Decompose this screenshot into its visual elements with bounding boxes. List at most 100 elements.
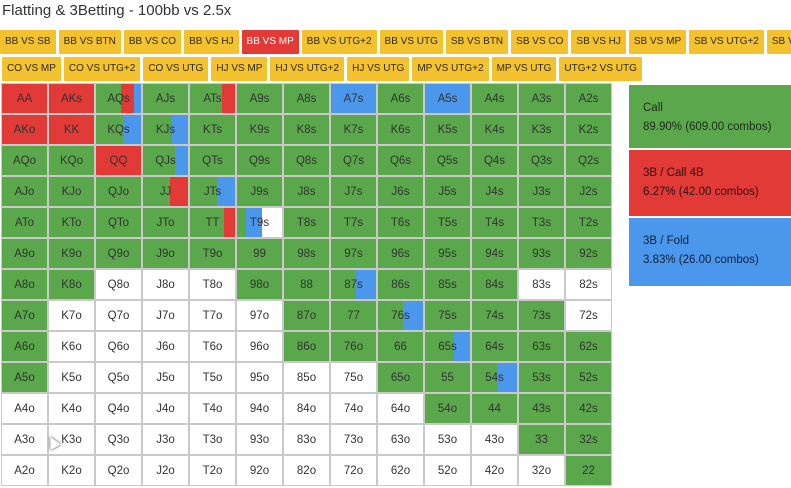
hand-cell-94s[interactable]: 94s [471, 238, 518, 269]
hand-cell-63o[interactable]: 63o [377, 424, 424, 455]
hand-cell-q5s[interactable]: Q5s [424, 145, 471, 176]
tab-co-vs-mp[interactable]: CO VS MP [2, 57, 61, 81]
hand-cell-q9s[interactable]: Q9s [236, 145, 283, 176]
hand-cell-j4s[interactable]: J4s [471, 176, 518, 207]
hand-cell-83o[interactable]: 83o [283, 424, 330, 455]
hand-cell-j4o[interactable]: J4o [142, 393, 189, 424]
hand-cell-ajs[interactable]: AJs [142, 83, 189, 114]
hand-cell-k3o[interactable]: K3o [48, 424, 95, 455]
hand-cell-q4o[interactable]: Q4o [95, 393, 142, 424]
hand-cell-tt[interactable]: TT [189, 207, 236, 238]
tab-sb-vs-utgplus2[interactable]: SB VS UTG+2 [689, 30, 764, 54]
hand-cell-a8o[interactable]: A8o [1, 269, 48, 300]
hand-cell-t8o[interactable]: T8o [189, 269, 236, 300]
tab-co-vs-utg[interactable]: CO VS UTG [143, 57, 209, 81]
hand-cell-53o[interactable]: 53o [424, 424, 471, 455]
hand-cell-q2s[interactable]: Q2s [565, 145, 612, 176]
hand-cell-kto[interactable]: KTo [48, 207, 95, 238]
hand-cell-j6o[interactable]: J6o [142, 331, 189, 362]
hand-cell-j9o[interactable]: J9o [142, 238, 189, 269]
hand-cell-77[interactable]: 77 [330, 300, 377, 331]
hand-cell-97s[interactable]: 97s [330, 238, 377, 269]
hand-cell-32s[interactable]: 32s [565, 424, 612, 455]
hand-cell-a5s[interactable]: A5s [424, 83, 471, 114]
hand-cell-87s[interactable]: 87s [330, 269, 377, 300]
hand-cell-63s[interactable]: 63s [518, 331, 565, 362]
hand-cell-62o[interactable]: 62o [377, 455, 424, 486]
hand-cell-qjs[interactable]: QJs [142, 145, 189, 176]
hand-cell-qts[interactable]: QTs [189, 145, 236, 176]
tab-hj-vs-mp[interactable]: HJ VS MP [211, 57, 268, 81]
tab-co-vs-utgplus2[interactable]: CO VS UTG+2 [63, 57, 141, 81]
hand-cell-43o[interactable]: 43o [471, 424, 518, 455]
hand-cell-k3s[interactable]: K3s [518, 114, 565, 145]
hand-cell-93s[interactable]: 93s [518, 238, 565, 269]
hand-cell-k5o[interactable]: K5o [48, 362, 95, 393]
hand-cell-t4s[interactable]: T4s [471, 207, 518, 238]
hand-cell-22[interactable]: 22 [565, 455, 612, 486]
tab-bb-vs-utg[interactable]: BB VS UTG [379, 30, 443, 54]
hand-cell-52s[interactable]: 52s [565, 362, 612, 393]
hand-cell-72o[interactable]: 72o [330, 455, 377, 486]
hand-cell-k6s[interactable]: K6s [377, 114, 424, 145]
tab-hj-vs-utg[interactable]: HJ VS UTG [347, 57, 410, 81]
tab-utgplus2-vs-utg[interactable]: UTG+2 VS UTG [559, 57, 642, 81]
hand-cell-95s[interactable]: 95s [424, 238, 471, 269]
hand-cell-a6s[interactable]: A6s [377, 83, 424, 114]
hand-cell-k7o[interactable]: K7o [48, 300, 95, 331]
hand-cell-k4o[interactable]: K4o [48, 393, 95, 424]
hand-cell-84s[interactable]: 84s [471, 269, 518, 300]
hand-cell-k8s[interactable]: K8s [283, 114, 330, 145]
hand-cell-k2s[interactable]: K2s [565, 114, 612, 145]
hand-cell-42s[interactable]: 42s [565, 393, 612, 424]
hand-cell-jts[interactable]: JTs [189, 176, 236, 207]
hand-cell-k2o[interactable]: K2o [48, 455, 95, 486]
tab-mp-vs-utg[interactable]: MP VS UTG [491, 57, 557, 81]
hand-cell-96s[interactable]: 96s [377, 238, 424, 269]
hand-cell-t5o[interactable]: T5o [189, 362, 236, 393]
hand-cell-a2o[interactable]: A2o [1, 455, 48, 486]
hand-cell-54o[interactable]: 54o [424, 393, 471, 424]
hand-cell-aqo[interactable]: AQo [1, 145, 48, 176]
hand-cell-k6o[interactable]: K6o [48, 331, 95, 362]
hand-cell-q8o[interactable]: Q8o [95, 269, 142, 300]
tab-hj-vs-utgplus2[interactable]: HJ VS UTG+2 [270, 57, 345, 81]
hand-cell-92o[interactable]: 92o [236, 455, 283, 486]
hand-cell-93o[interactable]: 93o [236, 424, 283, 455]
hand-cell-qto[interactable]: QTo [95, 207, 142, 238]
hand-cell-86s[interactable]: 86s [377, 269, 424, 300]
hand-cell-73o[interactable]: 73o [330, 424, 377, 455]
hand-cell-ajo[interactable]: AJo [1, 176, 48, 207]
hand-cell-88[interactable]: 88 [283, 269, 330, 300]
hand-cell-a3o[interactable]: A3o [1, 424, 48, 455]
hand-cell-aqs[interactable]: AQs [95, 83, 142, 114]
hand-cell-t3o[interactable]: T3o [189, 424, 236, 455]
hand-cell-84o[interactable]: 84o [283, 393, 330, 424]
hand-cell-t4o[interactable]: T4o [189, 393, 236, 424]
hand-cell-62s[interactable]: 62s [565, 331, 612, 362]
hand-cell-a4s[interactable]: A4s [471, 83, 518, 114]
tab-sb-vs[interactable]: SB VS [766, 30, 791, 54]
hand-cell-q4s[interactable]: Q4s [471, 145, 518, 176]
hand-cell-t7s[interactable]: T7s [330, 207, 377, 238]
hand-cell-q2o[interactable]: Q2o [95, 455, 142, 486]
hand-cell-q6s[interactable]: Q6s [377, 145, 424, 176]
hand-cell-85s[interactable]: 85s [424, 269, 471, 300]
hand-cell-54s[interactable]: 54s [471, 362, 518, 393]
tab-bb-vs-hj[interactable]: BB VS HJ [184, 30, 239, 54]
tab-sb-vs-btn[interactable]: SB VS BTN [445, 30, 509, 54]
hand-cell-a7o[interactable]: A7o [1, 300, 48, 331]
hand-cell-94o[interactable]: 94o [236, 393, 283, 424]
hand-cell-32o[interactable]: 32o [518, 455, 565, 486]
hand-cell-kts[interactable]: KTs [189, 114, 236, 145]
hand-cell-q8s[interactable]: Q8s [283, 145, 330, 176]
hand-cell-t6s[interactable]: T6s [377, 207, 424, 238]
hand-cell-jj[interactable]: JJ [142, 176, 189, 207]
tab-sb-vs-mp[interactable]: SB VS MP [628, 30, 687, 54]
hand-cell-t7o[interactable]: T7o [189, 300, 236, 331]
tab-bb-vs-sb[interactable]: BB VS SB [0, 30, 56, 54]
hand-cell-aa[interactable]: AA [1, 83, 48, 114]
hand-cell-64s[interactable]: 64s [471, 331, 518, 362]
hand-cell-j7o[interactable]: J7o [142, 300, 189, 331]
hand-cell-j5o[interactable]: J5o [142, 362, 189, 393]
